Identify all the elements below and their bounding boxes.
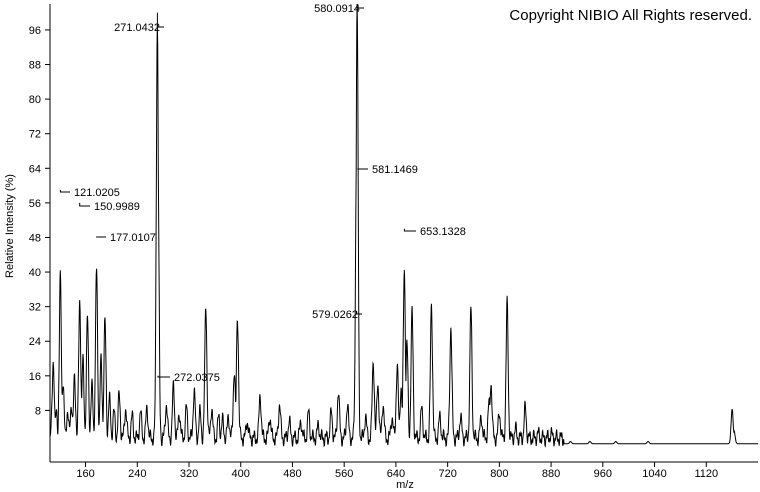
plot-area <box>49 3 758 448</box>
y-tick-label: 72 <box>29 129 41 141</box>
y-axis-title: Relative Intensity (%) <box>4 174 16 278</box>
peak-label: 653.1328 <box>420 226 466 238</box>
y-ticks: 8 16 24 32 40 48 56 64 72 80 88 96 <box>29 25 50 417</box>
copyright-text: Copyright NIBIO All Rights reserved. <box>509 7 752 24</box>
peak-label: 271.0432 <box>114 22 160 34</box>
peak-label: 272.0375 <box>174 372 220 384</box>
peak-leader <box>96 236 106 238</box>
peak-label: 121.0205 <box>74 187 120 199</box>
peak-leader <box>403 228 416 232</box>
peak-label: 177.0107 <box>110 232 156 244</box>
peak-leader <box>356 4 364 9</box>
x-tick-label: 160 <box>76 468 94 480</box>
x-tick-label: 480 <box>283 468 301 480</box>
y-tick-label: 56 <box>29 198 41 210</box>
y-tick-label: 16 <box>29 371 41 383</box>
x-tick-label: 240 <box>128 468 146 480</box>
peak-leader <box>356 311 362 315</box>
x-tick-label: 1040 <box>642 468 666 480</box>
y-tick-label: 88 <box>29 60 41 72</box>
x-tick-label: 640 <box>387 468 405 480</box>
peak-label: 580.0914 <box>314 3 360 15</box>
y-tick-label: 32 <box>29 302 41 314</box>
x-tick-label: 560 <box>335 468 353 480</box>
y-tick-label: 40 <box>29 267 41 279</box>
peak-leader <box>79 202 90 207</box>
x-tick-label: 400 <box>232 468 250 480</box>
x-tick-label: 960 <box>594 468 612 480</box>
y-tick-label: 24 <box>29 336 41 348</box>
peak-labels: 121.0205 150.9989 177.0107 271.0432 272.0375… <box>59 3 466 384</box>
x-ticks: 160 240 320 400 480 560 640 720 800 880 960 1040 112… <box>76 462 718 480</box>
peak-leader <box>156 12 164 28</box>
spectrum-line <box>49 3 758 448</box>
axes: 160 240 320 400 480 560 640 720 800 880 960 1040 112… <box>29 4 758 480</box>
y-tick-label: 48 <box>29 232 41 244</box>
y-tick-label: 80 <box>29 94 41 106</box>
peak-label: 150.9989 <box>94 201 140 213</box>
peak-label: 581.1469 <box>372 164 418 176</box>
peak-label: 579.0262 <box>312 309 358 321</box>
peak-leader <box>357 168 368 170</box>
x-tick-label: 1120 <box>694 468 718 480</box>
y-tick-label: 8 <box>35 405 41 417</box>
y-tick-label: 96 <box>29 25 41 37</box>
y-tick-label: 64 <box>29 163 41 175</box>
x-tick-label: 720 <box>438 468 456 480</box>
x-axis-title: m/z <box>396 479 414 491</box>
peak-leader <box>59 189 70 193</box>
x-tick-label: 880 <box>542 468 560 480</box>
peak-leader <box>157 375 170 378</box>
x-tick-label: 320 <box>180 468 198 480</box>
x-tick-label: 800 <box>490 468 508 480</box>
